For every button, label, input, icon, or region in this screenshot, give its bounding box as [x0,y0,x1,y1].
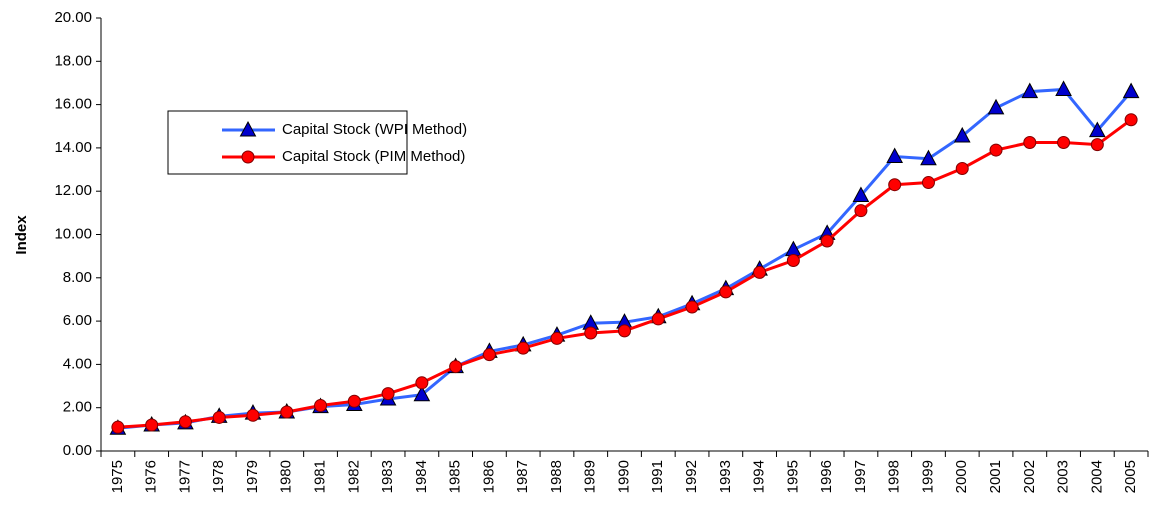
data-point [1055,80,1072,96]
x-tick-label: 1998 [886,460,903,493]
data-point [852,186,870,203]
data-point [753,265,767,279]
data-point [888,178,902,192]
data-point [246,408,260,422]
x-tick-label: 1975 [109,460,126,493]
data-point [212,410,226,424]
data-point [1124,113,1138,127]
data-point [854,204,868,218]
x-tick-label: 1977 [176,460,193,493]
y-tick-label: 4.00 [63,355,92,372]
data-point [786,253,800,267]
x-tick-label: 2002 [1021,460,1038,493]
x-tick-label: 1980 [278,460,295,493]
data-point [921,176,935,190]
data-point [1057,135,1071,149]
data-point [415,376,429,390]
x-tick-label: 1989 [582,460,599,493]
legend-marker [239,120,257,137]
data-point [1021,82,1039,99]
data-point [989,143,1003,157]
data-point [145,418,159,432]
x-tick-label: 1995 [784,460,801,493]
y-tick-label: 10.00 [54,225,92,242]
x-tick-label: 1981 [312,460,329,493]
data-point [550,331,564,345]
x-tick-label: 1990 [615,460,632,493]
x-tick-label: 1978 [210,460,227,493]
x-tick-label: 1983 [379,460,396,493]
y-tick-label: 8.00 [63,269,92,286]
x-tick-label: 2003 [1055,460,1072,493]
y-tick-label: 2.00 [63,399,92,416]
data-point [482,348,496,362]
x-tick-label: 2005 [1122,460,1139,493]
data-point [886,147,904,164]
x-tick-label: 1993 [717,460,734,493]
y-tick-label: 0.00 [63,442,92,459]
x-tick-label: 1997 [852,460,869,493]
x-tick-label: 2001 [987,460,1004,493]
data-point [1023,135,1037,149]
data-point [1090,138,1104,152]
x-tick-label: 1987 [514,460,531,493]
data-point [955,161,969,175]
data-point [449,360,463,374]
data-point [178,415,192,429]
x-tick-label: 1982 [345,460,362,493]
y-tick-label: 6.00 [63,312,92,329]
data-point [314,399,328,413]
data-point [280,405,294,419]
x-tick-label: 1988 [548,460,565,493]
data-point [618,324,631,338]
x-tick-label: 1992 [683,460,700,493]
x-tick-label: 1996 [818,460,835,493]
legend-label: Capital Stock (PIM Method) [282,148,465,165]
data-point [685,300,699,314]
x-tick-label: 1991 [649,460,666,493]
y-tick-label: 16.00 [54,96,92,113]
data-point [920,149,937,166]
y-axis-label: Index [13,215,30,255]
y-tick-label: 18.00 [54,52,92,69]
data-point [651,312,665,326]
data-point [987,98,1005,115]
data-point [1089,121,1106,138]
x-tick-label: 1984 [413,460,430,493]
data-point [413,385,431,402]
x-tick-label: 1979 [244,460,261,493]
data-point [111,420,125,434]
x-tick-label: 2004 [1088,460,1105,493]
y-tick-label: 12.00 [54,182,92,199]
x-tick-label: 1976 [143,460,160,493]
x-tick-label: 1986 [480,460,497,493]
data-point [516,341,530,355]
data-point [381,387,395,401]
data-point [719,285,733,299]
y-tick-label: 14.00 [54,139,92,156]
data-point [820,234,834,248]
x-tick-label: 1985 [447,460,464,493]
x-tick-label: 1999 [919,460,936,493]
legend-marker [241,150,255,164]
data-point [347,394,361,408]
x-tick-label: 1994 [751,460,768,493]
x-tick-label: 2000 [953,460,970,493]
y-tick-label: 20.00 [54,9,92,26]
data-point [1122,82,1140,99]
data-point [953,126,971,143]
legend [167,110,408,175]
data-point [584,326,598,340]
legend-label: Capital Stock (WPI Method) [282,121,467,138]
